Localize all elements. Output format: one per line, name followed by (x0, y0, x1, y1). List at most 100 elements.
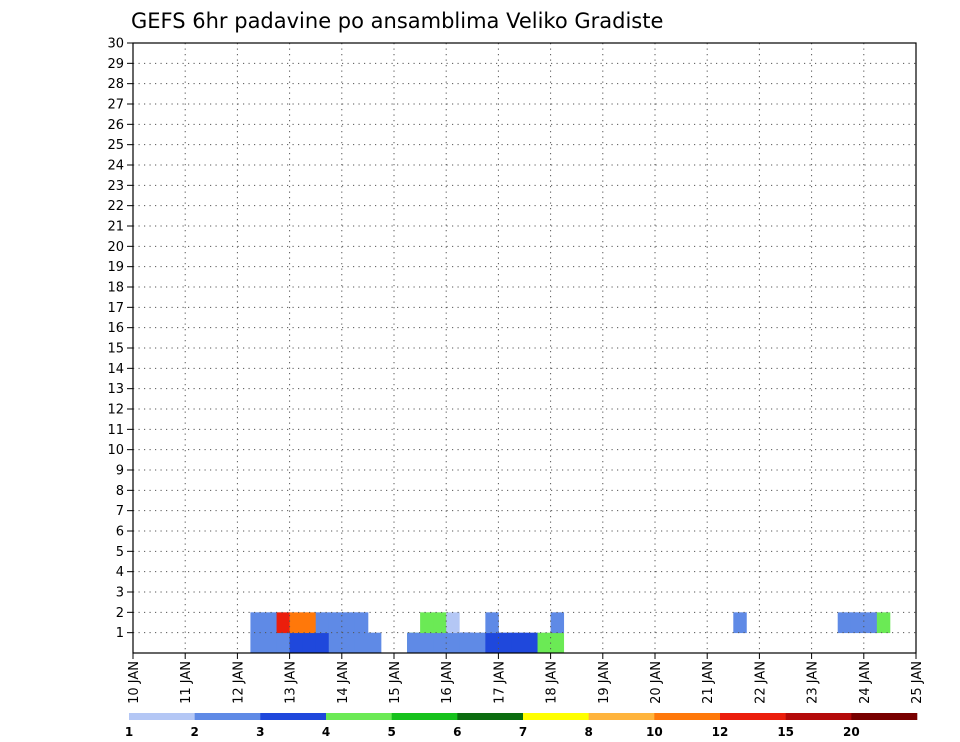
heatmap-cell (433, 632, 447, 654)
y-tick-label: 27 (107, 98, 124, 113)
x-tick-label: 14 JAN (336, 661, 351, 704)
heatmap-cell (420, 632, 434, 654)
x-tick-label: 21 JAN (701, 661, 716, 704)
y-tick-label: 14 (107, 362, 124, 377)
colorbar-segment (194, 713, 261, 720)
x-tick-label: 11 JAN (179, 661, 194, 704)
heatmap-cell (537, 632, 551, 654)
y-tick-label: 24 (107, 159, 124, 174)
heatmap-cell (354, 632, 369, 654)
y-tick-label: 29 (107, 57, 124, 72)
colorbar-label: 12 (712, 725, 729, 739)
y-tick-label: 13 (107, 382, 124, 397)
colorbar-segment (588, 713, 655, 720)
colorbar-label: 1 (125, 725, 133, 739)
colorbar-label: 3 (256, 725, 264, 739)
colorbar-label: 15 (777, 725, 794, 739)
x-tick-label: 20 JAN (649, 661, 664, 704)
y-tick-label: 7 (116, 504, 124, 519)
x-tick-label: 12 JAN (231, 661, 246, 704)
heatmap-cell (263, 632, 277, 654)
heatmap-cell (550, 612, 565, 634)
y-tick-label: 15 (107, 342, 124, 357)
heatmap-cell (733, 612, 747, 634)
colorbar-segment (260, 713, 327, 720)
colorbar-label: 10 (646, 725, 663, 739)
y-axis: 1234567891011121314151617181920212223242… (107, 37, 133, 641)
heatmap-cell (863, 612, 878, 634)
x-tick-label: 15 JAN (388, 661, 403, 704)
heatmap-cell (485, 612, 499, 634)
heatmap-cell (446, 612, 460, 634)
heatmap-cell (485, 632, 499, 654)
colorbar-segment (326, 713, 392, 720)
grid (132, 43, 917, 653)
y-tick-label: 22 (107, 199, 124, 214)
y-tick-label: 18 (107, 281, 124, 296)
y-tick-label: 2 (116, 606, 124, 621)
colorbar-segment (129, 713, 195, 720)
colorbar-segment (523, 713, 589, 720)
colorbar-label: 5 (387, 725, 395, 739)
heatmap-cell (837, 612, 852, 634)
colorbar-label: 7 (519, 725, 527, 739)
x-tick-label: 17 JAN (492, 661, 507, 704)
y-tick-label: 25 (107, 138, 124, 153)
y-tick-label: 11 (107, 423, 124, 438)
x-tick-label: 23 JAN (806, 661, 821, 704)
y-tick-label: 5 (116, 545, 124, 560)
heatmap-cell (315, 632, 330, 654)
colorbar-label: 6 (453, 725, 461, 739)
colorbar-label: 8 (584, 725, 592, 739)
y-tick-label: 30 (107, 37, 124, 52)
colorbar: 1 2 3 4 5 6 7 8 10 12 15 20 (125, 713, 918, 739)
heatmap-cell (354, 612, 369, 634)
y-tick-label: 28 (107, 77, 124, 92)
colorbar-segment (457, 713, 524, 720)
heatmap-cell (407, 632, 421, 654)
heatmap-cell (341, 612, 356, 634)
heatmap-cell (328, 612, 343, 634)
y-tick-label: 17 (107, 301, 124, 316)
heatmap-cell (511, 632, 525, 654)
heatmap-cell (276, 612, 290, 634)
colorbar-segment (654, 713, 721, 720)
heatmap-cell (328, 632, 343, 654)
x-tick-label: 13 JAN (284, 661, 299, 704)
heatmap-cell (263, 612, 277, 634)
heatmap-cell (250, 612, 264, 634)
colorbar-segment (391, 713, 458, 720)
heatmap-cell (341, 632, 356, 654)
heatmap-cell (550, 632, 565, 654)
x-tick-label: 22 JAN (753, 661, 768, 704)
y-tick-label: 12 (107, 403, 124, 418)
heatmap-cells (250, 612, 891, 654)
x-tick-label: 19 JAN (597, 661, 612, 704)
heatmap-cell (498, 632, 512, 654)
heatmap-cell (250, 632, 264, 654)
heatmap-cell (446, 632, 460, 654)
y-tick-label: 19 (107, 260, 124, 275)
heatmap-cell (315, 612, 330, 634)
heatmap-cell (876, 612, 891, 634)
heatmap-cell (420, 612, 434, 634)
y-tick-label: 8 (116, 484, 124, 499)
y-tick-label: 3 (116, 586, 124, 601)
heatmap-cell (289, 632, 304, 654)
heatmap-cell (367, 632, 382, 654)
heatmap-cell (289, 612, 304, 634)
colorbar-label: 20 (843, 725, 860, 739)
x-tick-label: 25 JAN (910, 661, 925, 704)
y-tick-label: 4 (116, 565, 124, 580)
y-tick-label: 9 (116, 464, 124, 479)
x-tick-label: 10 JAN (127, 661, 142, 704)
heatmap-cell (302, 612, 317, 634)
heatmap-cell (433, 612, 447, 634)
x-tick-label: 24 JAN (858, 661, 873, 704)
y-tick-label: 1 (116, 626, 124, 641)
colorbar-label: 4 (322, 725, 330, 739)
heatmap-cell (276, 632, 290, 654)
y-tick-label: 6 (116, 525, 124, 540)
heatmap-cell (472, 632, 486, 654)
